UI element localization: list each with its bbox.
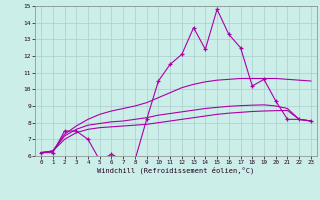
X-axis label: Windchill (Refroidissement éolien,°C): Windchill (Refroidissement éolien,°C)	[97, 167, 255, 174]
